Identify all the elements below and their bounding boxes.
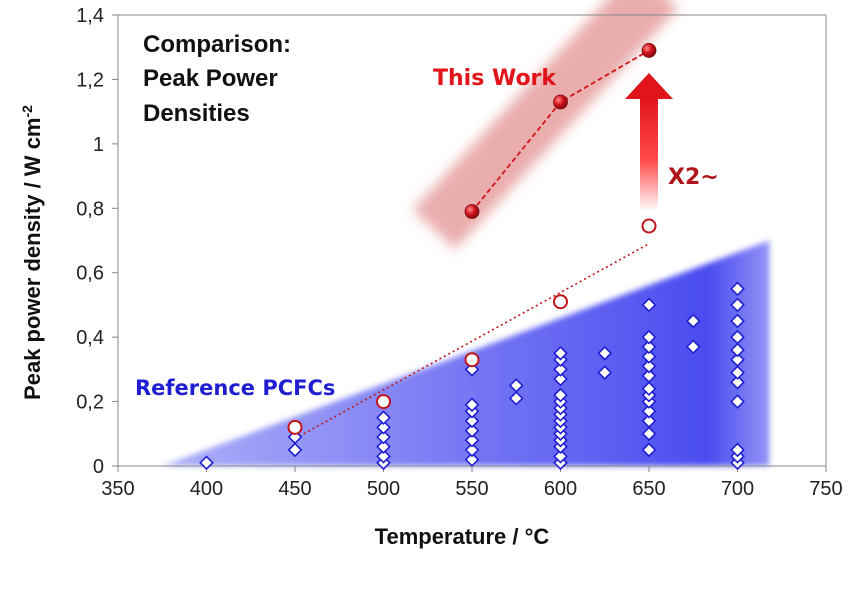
reference-diamond-point: [730, 394, 745, 409]
y-axis-title-main: Peak power density / W cm: [20, 118, 45, 400]
reference-diamond-point: [508, 391, 524, 406]
chart-title-line-3: Densities: [143, 100, 250, 127]
reference-diamond-point: [730, 352, 745, 368]
y-tick-label: 0,6: [76, 263, 104, 285]
y-axis-title: Peak power density / W cm-2: [19, 105, 45, 400]
reference-diamond-point: [464, 397, 480, 413]
text-layer: Comparison: Peak Power Densities Tempera…: [19, 31, 719, 549]
y-tick-label: 1,2: [76, 69, 104, 91]
reference-diamond-point: [376, 420, 391, 435]
reference-diamond-point: [730, 297, 745, 313]
reference-region: [162, 240, 770, 466]
y-tick-label: 0: [93, 456, 104, 478]
reference-diamond-point: [597, 345, 613, 361]
x-tick-label: 400: [190, 478, 223, 500]
this-work-point: [464, 204, 480, 219]
reference-diamond-point: [730, 281, 745, 297]
this-work-highlight-band: [412, 0, 679, 250]
x-tick-label: 700: [721, 478, 754, 500]
reference-diamond-point: [685, 313, 701, 329]
x-tick-label: 650: [632, 478, 665, 500]
reference-diamond-point: [641, 368, 657, 384]
reference-diamond-point: [199, 455, 214, 471]
chart-title-line-2: Peak Power: [143, 65, 278, 92]
reference-diamond-point: [730, 342, 745, 358]
background-layer: [162, 0, 770, 466]
reference-diamond-point: [730, 365, 745, 380]
open-circle-point: [376, 394, 391, 410]
reference-diamond-point: [730, 374, 745, 390]
reference-diamond-point: [641, 442, 657, 458]
open-circle-point: [641, 218, 657, 234]
this-work-point: [641, 43, 657, 58]
reference-diamond-point: [641, 329, 657, 345]
y-axis-title-superscript: -2: [19, 105, 35, 118]
reference-diamond-point: [508, 378, 524, 393]
y-tick-label: 0,8: [76, 198, 104, 220]
reference-diamond-point: [464, 442, 480, 458]
factor-label: X2~: [668, 165, 719, 190]
y-tick-label: 0,4: [76, 327, 104, 349]
chart-title-line-1: Comparison:: [143, 31, 291, 58]
reference-diamond-point: [464, 423, 480, 438]
this-work-point: [553, 94, 568, 110]
reference-diamond-point: [553, 345, 568, 361]
reference-diamond-point: [641, 403, 657, 419]
reference-diamond-point: [685, 339, 701, 355]
this-work-label: This Work: [433, 66, 557, 91]
reference-diamond-point: [641, 297, 657, 313]
improvement-arrow-shaft: [640, 96, 658, 212]
reference-diamond-point: [376, 439, 391, 455]
x-axis-title: Temperature / °C: [375, 524, 550, 549]
reference-diamond-point: [730, 313, 745, 329]
reference-diamond-point: [376, 449, 391, 464]
reference-diamond-point: [641, 381, 657, 397]
reference-diamond-point: [376, 429, 391, 445]
data-layer: [199, 43, 745, 471]
axes-layer: 350 400 450 500 550 600 650 700 750 0 0,2 0,4 0,6 0,8…: [76, 5, 843, 500]
x-tick-label: 550: [455, 478, 488, 500]
reference-diamond-point: [730, 442, 745, 458]
reference-diamond-point: [553, 387, 568, 403]
reference-pcfcs-label: Reference PCFCs: [135, 376, 335, 400]
x-tick-label: 500: [367, 478, 400, 500]
y-tick-label: 1,4: [76, 5, 104, 27]
reference-diamond-point: [641, 349, 657, 364]
x-tick-label: 350: [101, 478, 134, 500]
open-circle-point: [464, 352, 480, 368]
reference-diamond-point: [641, 426, 657, 442]
reference-diamond-point: [464, 452, 480, 467]
reference-diamond-point: [553, 362, 568, 377]
reference-diamond-point: [597, 365, 613, 380]
improvement-arrow-head: [625, 72, 673, 99]
open-circle-point: [287, 419, 303, 435]
open-circle-point: [553, 294, 568, 310]
reference-diamond-point: [376, 410, 391, 426]
reference-diamond-point: [553, 371, 568, 387]
x-tick-label: 600: [544, 478, 577, 500]
reference-diamond-point: [641, 358, 657, 374]
reference-diamond-point: [730, 329, 745, 345]
reference-diamond-point: [464, 432, 480, 448]
open-circle-trend-line: [294, 243, 650, 440]
x-tick-label: 750: [809, 478, 842, 500]
y-tick-label: 0,2: [76, 392, 104, 414]
x-tick-label: 450: [278, 478, 311, 500]
reference-diamond-point: [553, 449, 568, 464]
y-tick-label: 1: [93, 134, 104, 156]
reference-diamond-point: [287, 442, 303, 458]
reference-diamond-point: [641, 339, 657, 355]
reference-diamond-point: [464, 413, 480, 429]
reference-diamond-point: [641, 413, 657, 429]
